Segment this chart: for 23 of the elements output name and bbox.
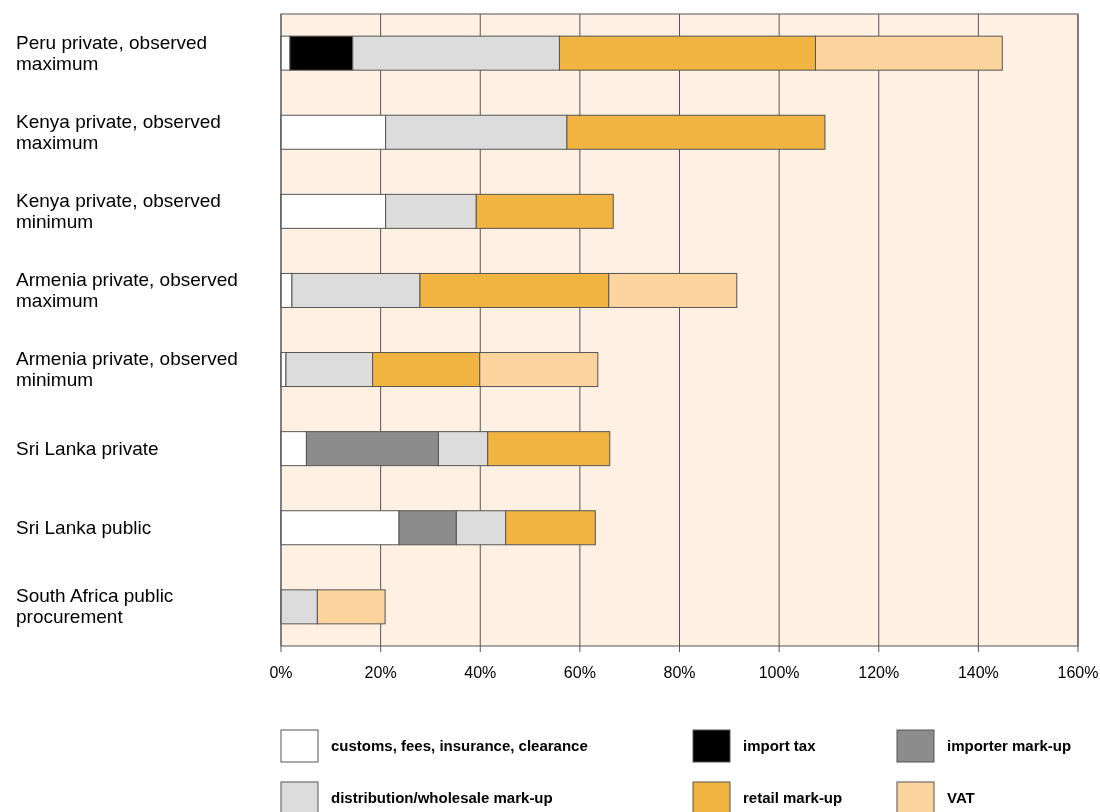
y-tick-label: Armenia private, observed minimum bbox=[16, 348, 238, 391]
y-tick-label: Kenya private, observed maximum bbox=[16, 110, 221, 153]
x-tick-label: 0% bbox=[269, 664, 293, 681]
legend-label: importer mark-up bbox=[947, 737, 1072, 754]
x-tick-label: 160% bbox=[1057, 664, 1099, 681]
legend-label: distribution/wholesale mark-up bbox=[331, 789, 553, 806]
x-tick-label: 80% bbox=[663, 664, 696, 681]
legend-label: import tax bbox=[743, 737, 817, 754]
legend-label: retail mark-up bbox=[743, 789, 843, 806]
legend-label: customs, fees, insurance, clearance bbox=[331, 737, 588, 754]
y-tick-label: Armenia private, observed maximum bbox=[16, 268, 238, 311]
x-tick-label: 60% bbox=[563, 664, 596, 681]
y-tick-label: South Africa public procurement bbox=[16, 585, 174, 628]
x-tick-label: 100% bbox=[758, 664, 800, 681]
x-tick-label: 140% bbox=[957, 664, 999, 681]
y-tick-label: Kenya private, observed minimum bbox=[16, 189, 221, 232]
y-tick-label: Sri Lanka private bbox=[16, 437, 159, 459]
x-tick-label: 120% bbox=[858, 664, 900, 681]
y-tick-label: Sri Lanka public bbox=[16, 516, 152, 538]
x-tick-label: 20% bbox=[364, 664, 397, 681]
legend-label: VAT bbox=[947, 789, 975, 806]
x-tick-label: 40% bbox=[464, 664, 497, 681]
y-tick-label: Peru private, observed maximum bbox=[16, 31, 208, 74]
